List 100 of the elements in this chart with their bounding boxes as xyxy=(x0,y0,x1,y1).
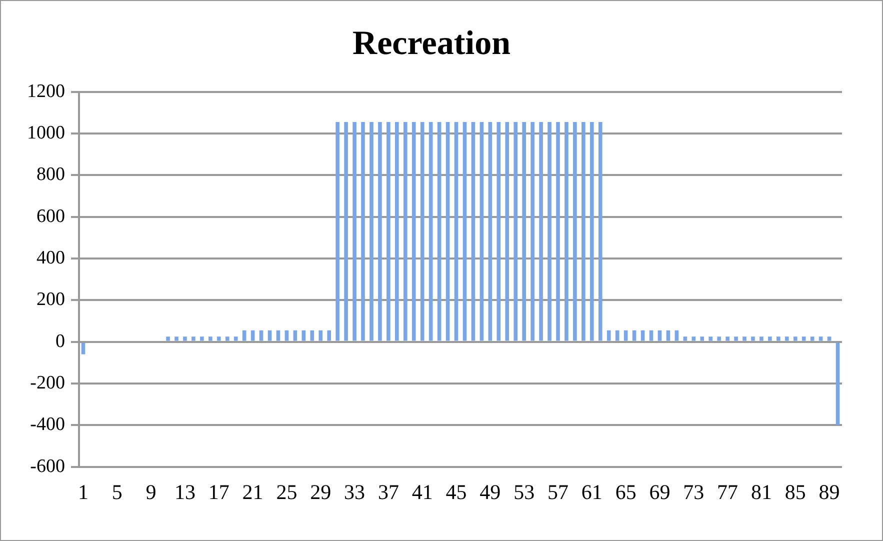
bar xyxy=(412,122,416,341)
bar xyxy=(590,122,594,341)
bar xyxy=(674,330,679,341)
y-tick-label: -600 xyxy=(30,456,65,477)
bar xyxy=(386,122,390,341)
bar xyxy=(208,336,212,341)
x-tick-label: 21 xyxy=(242,480,264,504)
x-tick-label: 61 xyxy=(581,480,602,504)
y-tick-label: 800 xyxy=(36,164,65,186)
x-tick-label: 29 xyxy=(310,480,332,504)
bar xyxy=(327,330,331,341)
bar xyxy=(793,336,798,341)
x-tick-label: 33 xyxy=(344,480,366,504)
y-tick-label: 600 xyxy=(36,206,65,227)
bar xyxy=(683,336,688,341)
bar xyxy=(708,336,712,341)
bar xyxy=(700,336,704,341)
x-tick-label: 25 xyxy=(276,480,298,504)
bar xyxy=(174,336,178,341)
bar xyxy=(216,336,221,341)
bar xyxy=(751,336,755,341)
x-tick-label: 77 xyxy=(717,480,738,504)
bar xyxy=(488,122,492,341)
bar xyxy=(827,336,832,341)
x-tick-label: 13 xyxy=(174,480,196,504)
x-tick-label: 1 xyxy=(78,480,88,504)
chart-title: Recreation xyxy=(352,25,511,62)
bar xyxy=(649,330,654,341)
bar xyxy=(573,122,577,341)
bar xyxy=(818,336,823,341)
bar xyxy=(632,330,636,341)
x-tick-label: 65 xyxy=(615,480,636,504)
bar xyxy=(836,342,840,426)
bar xyxy=(734,336,738,341)
y-tick-label: -200 xyxy=(30,372,65,394)
y-tick-label: 400 xyxy=(36,247,65,268)
bar xyxy=(276,330,280,341)
bar xyxy=(522,122,526,341)
bar xyxy=(428,122,433,341)
bar xyxy=(582,122,586,341)
bar xyxy=(598,122,602,341)
x-tick-label: 9 xyxy=(146,480,156,504)
x-tick-label: 41 xyxy=(412,480,433,504)
bar xyxy=(666,330,670,341)
bar xyxy=(81,342,86,354)
bar xyxy=(462,122,467,341)
bar xyxy=(403,122,408,341)
x-tick-label: 89 xyxy=(818,480,840,504)
bar xyxy=(395,122,399,341)
bar xyxy=(454,122,458,341)
bar xyxy=(268,330,272,341)
bar xyxy=(606,330,611,341)
bar xyxy=(437,122,442,341)
bar xyxy=(496,122,501,341)
bar xyxy=(293,330,298,341)
x-tick-label: 57 xyxy=(547,480,568,504)
bar xyxy=(352,122,356,341)
x-tick-label: 85 xyxy=(784,480,806,504)
bar xyxy=(640,330,645,341)
x-tick-label: 73 xyxy=(683,480,704,504)
bar xyxy=(776,336,780,341)
bar xyxy=(505,122,510,341)
bar xyxy=(742,336,746,341)
x-tick-label: 17 xyxy=(208,480,230,504)
x-tick-label: 69 xyxy=(649,480,670,504)
bar xyxy=(242,330,246,341)
bar xyxy=(514,122,518,341)
bar xyxy=(530,122,534,341)
x-tick-label: 49 xyxy=(480,480,501,504)
y-tick-label: 0 xyxy=(56,330,65,352)
bar xyxy=(471,122,476,341)
bar xyxy=(361,122,365,341)
bar xyxy=(624,330,628,341)
bar xyxy=(760,336,764,341)
bar xyxy=(192,336,196,341)
x-tick-label: 81 xyxy=(750,480,772,504)
y-tick-label: 1200 xyxy=(27,80,65,102)
bar xyxy=(234,336,238,341)
bar xyxy=(225,336,230,341)
bar xyxy=(539,122,543,341)
bar xyxy=(310,330,314,341)
bar xyxy=(548,122,552,341)
bar xyxy=(344,122,348,341)
x-tick-label: 37 xyxy=(378,480,399,504)
bar xyxy=(768,336,772,341)
x-tick-label: 53 xyxy=(514,480,535,504)
bar xyxy=(378,122,382,341)
bar xyxy=(250,330,255,341)
bar xyxy=(658,330,662,341)
bar xyxy=(370,122,374,341)
bar xyxy=(336,122,340,341)
bar xyxy=(564,122,568,341)
bar xyxy=(420,122,424,341)
bar xyxy=(784,336,789,341)
bar xyxy=(556,122,560,341)
bar xyxy=(259,330,264,341)
x-tick-label: 45 xyxy=(446,480,467,504)
bar xyxy=(302,330,306,341)
bar xyxy=(717,336,721,341)
bar xyxy=(615,330,620,341)
